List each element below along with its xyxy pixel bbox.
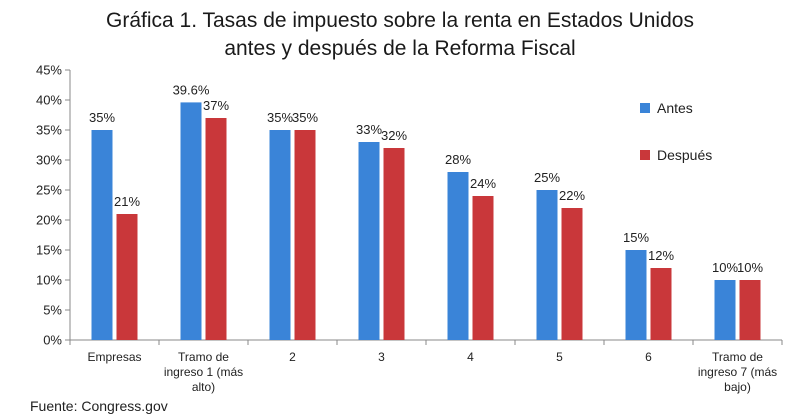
bar-despues bbox=[294, 130, 316, 340]
data-label-despues: 24% bbox=[470, 176, 496, 191]
category-label: Tramo de ingreso 1 (más alto) bbox=[164, 350, 243, 394]
bar-antes bbox=[91, 130, 113, 340]
data-label-despues: 22% bbox=[559, 188, 585, 203]
chart-title-line-2: antes y después de la Reforma Fiscal bbox=[224, 37, 576, 60]
data-label-despues: 21% bbox=[114, 194, 140, 209]
category-label: Empresas bbox=[87, 350, 141, 364]
category-label-line: 6 bbox=[645, 350, 652, 364]
bar-antes bbox=[714, 280, 736, 340]
bar-antes bbox=[447, 172, 469, 340]
category-label-line: Empresas bbox=[87, 350, 141, 364]
data-label-antes: 15% bbox=[623, 230, 649, 245]
data-label-antes: 10% bbox=[712, 260, 738, 275]
data-label-antes: 28% bbox=[445, 152, 471, 167]
bar-despues bbox=[739, 280, 761, 340]
bar-antes bbox=[536, 190, 558, 340]
category-label: 2 bbox=[289, 350, 296, 364]
data-label-antes: 39.6% bbox=[173, 82, 210, 97]
bar-despues bbox=[650, 268, 672, 340]
data-label-antes: 35% bbox=[267, 110, 293, 125]
data-label-despues: 35% bbox=[292, 110, 318, 125]
category-label-line: ingreso 1 (más bbox=[164, 365, 243, 379]
category-label-line: ingreso 7 (más bbox=[698, 365, 777, 379]
legend-label-despues: Después bbox=[657, 147, 712, 163]
source-note: Fuente: Congress.gov bbox=[30, 398, 168, 414]
y-tick-label: 20% bbox=[36, 213, 62, 228]
category-label: 5 bbox=[556, 350, 563, 364]
data-label-despues: 32% bbox=[381, 128, 407, 143]
chart-title-line-1: Gráfica 1. Tasas de impuesto sobre la re… bbox=[106, 9, 694, 32]
bar-despues bbox=[383, 148, 405, 340]
y-tick-label: 40% bbox=[36, 93, 62, 108]
category-label-line: 3 bbox=[378, 350, 385, 364]
category-label: 4 bbox=[467, 350, 474, 364]
y-tick-label: 15% bbox=[36, 243, 62, 258]
y-tick-label: 35% bbox=[36, 123, 62, 138]
legend-swatch-despues bbox=[640, 150, 650, 160]
data-label-despues: 12% bbox=[648, 248, 674, 263]
y-tick-label: 0% bbox=[43, 333, 62, 348]
data-label-antes: 33% bbox=[356, 122, 382, 137]
bar-antes bbox=[180, 102, 202, 341]
data-label-despues: 37% bbox=[203, 98, 229, 113]
bar-despues bbox=[116, 214, 138, 340]
category-label: 3 bbox=[378, 350, 385, 364]
data-label-despues: 10% bbox=[737, 260, 763, 275]
bar-antes bbox=[269, 130, 291, 340]
y-tick-label: 25% bbox=[36, 183, 62, 198]
y-tick-label: 10% bbox=[36, 273, 62, 288]
category-label: Tramo de ingreso 7 (más bajo) bbox=[698, 350, 777, 394]
category-label-line: Tramo de bbox=[178, 350, 229, 364]
y-tick-label: 5% bbox=[43, 303, 62, 318]
category-label: 6 bbox=[645, 350, 652, 364]
category-label-line: 2 bbox=[289, 350, 296, 364]
category-label-line: Tramo de bbox=[712, 350, 763, 364]
category-label-line: 4 bbox=[467, 350, 474, 364]
legend-label-antes: Antes bbox=[657, 100, 693, 116]
category-label-line: 5 bbox=[556, 350, 563, 364]
bar-antes bbox=[358, 142, 380, 340]
bar-despues bbox=[205, 118, 227, 340]
bar-antes bbox=[625, 250, 647, 340]
data-label-antes: 35% bbox=[89, 110, 115, 125]
data-label-antes: 25% bbox=[534, 170, 560, 185]
y-tick-label: 30% bbox=[36, 153, 62, 168]
category-label-line: alto) bbox=[192, 380, 215, 394]
bar-despues bbox=[561, 208, 583, 340]
category-label-line: bajo) bbox=[724, 380, 751, 394]
y-tick-label: 45% bbox=[36, 63, 62, 78]
legend-swatch-antes bbox=[640, 103, 650, 113]
bar-despues bbox=[472, 196, 494, 340]
